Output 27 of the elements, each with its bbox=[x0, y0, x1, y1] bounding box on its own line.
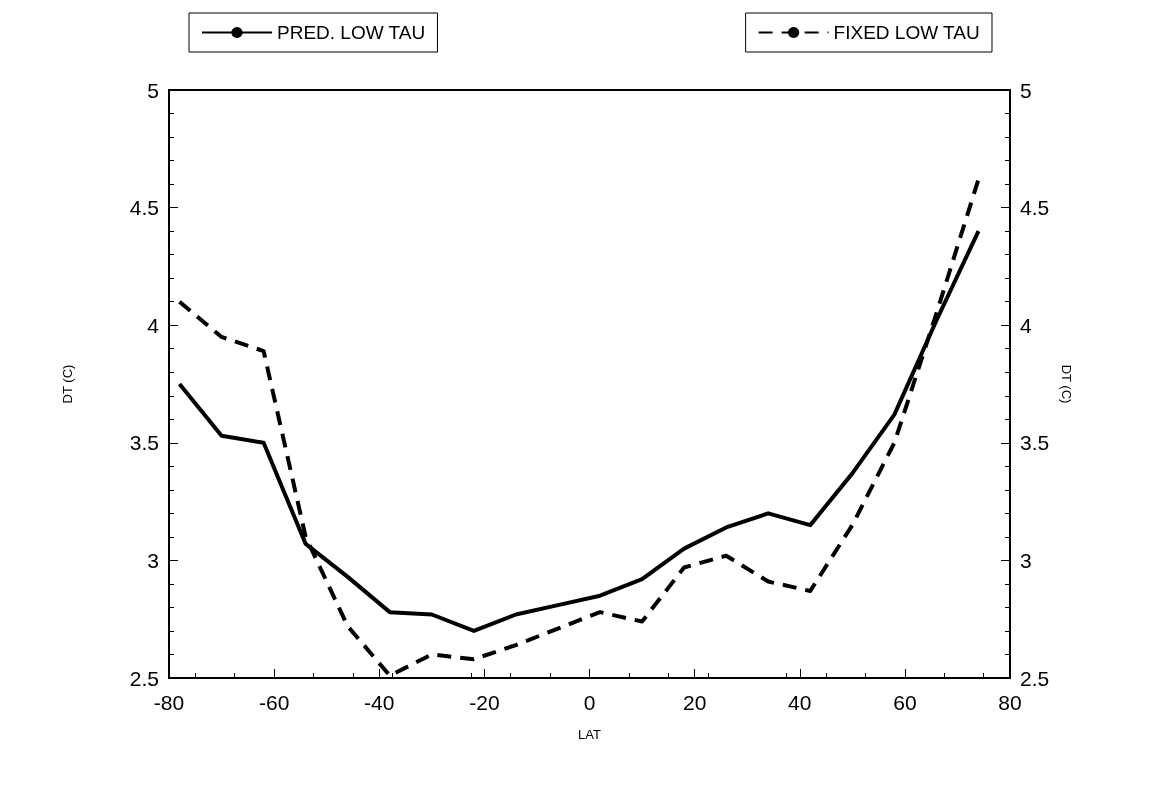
y-tick-label: 5 bbox=[147, 78, 159, 102]
x-axis-title: LAT bbox=[578, 727, 601, 742]
x-tick-label: 40 bbox=[788, 691, 812, 714]
y2-axis-title: DT (C) bbox=[1059, 364, 1075, 404]
y-tick-label: 3.5 bbox=[129, 431, 159, 455]
y-tick-label: 3 bbox=[147, 548, 159, 572]
x-tick-label: -40 bbox=[364, 691, 395, 714]
x-tick-label: -80 bbox=[153, 691, 185, 714]
y2-tick-label: 4 bbox=[1020, 313, 1032, 337]
legend-label: PRED. LOW TAU bbox=[277, 22, 426, 43]
x-tick-label: -60 bbox=[258, 691, 290, 714]
y-tick-label: 2.5 bbox=[129, 666, 159, 690]
line-series bbox=[177, 177, 981, 678]
y2-tick-label: 5 bbox=[1020, 78, 1032, 102]
x-tick-label: 80 bbox=[998, 691, 1022, 714]
x-tick-label: 0 bbox=[583, 691, 596, 714]
y-tick-label: 4 bbox=[147, 313, 160, 337]
y2-tick-label: 4.5 bbox=[1020, 196, 1050, 220]
legend-label: FIXED LOW TAU bbox=[833, 22, 980, 43]
x-tick-label: 60 bbox=[893, 691, 917, 714]
y2-tick-label: 3.5 bbox=[1020, 431, 1050, 455]
y2-tick-label: 3 bbox=[1020, 548, 1032, 572]
y-tick-label: 4.5 bbox=[129, 196, 159, 220]
y2-tick-label: 2.5 bbox=[1020, 666, 1050, 690]
x-tick-label: -20 bbox=[469, 691, 500, 714]
y-axis-title: DT (C) bbox=[60, 364, 75, 404]
x-tick-label: 20 bbox=[682, 691, 707, 714]
